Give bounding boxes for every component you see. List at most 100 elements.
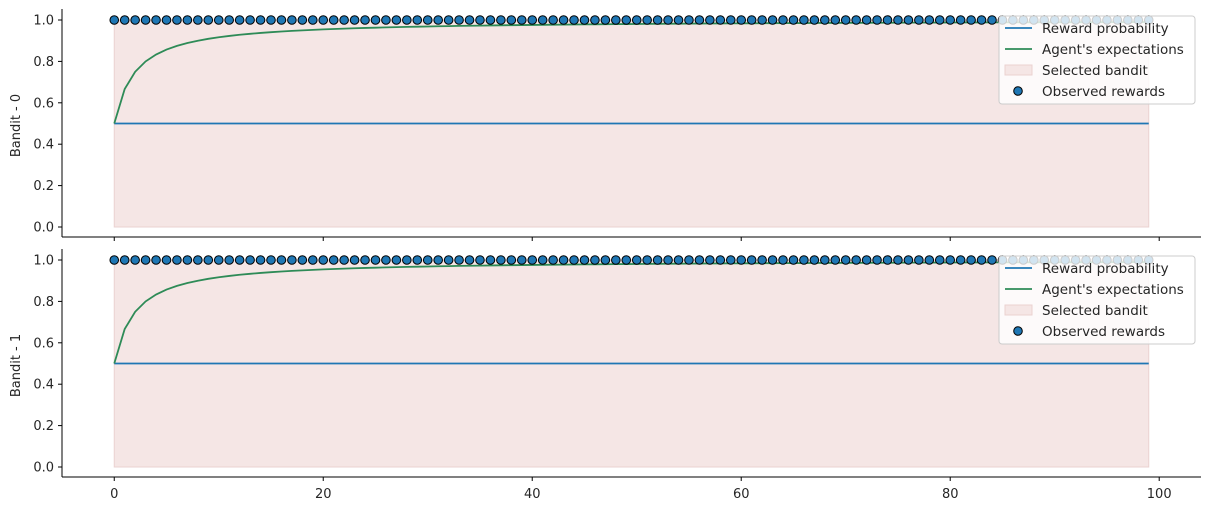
observed-reward-point	[485, 15, 496, 25]
observed-reward-point	[360, 15, 370, 25]
y-tick-label: 0.0	[33, 221, 54, 236]
subplot-1: 0.0 0.2 0.4 0.6 0.8 1.0 0 20 40 60 80 100 Bandit - 1…	[9, 249, 1201, 502]
observed-reward-point	[694, 15, 705, 25]
legend-label: Selected bandit	[1042, 63, 1148, 79]
observed-reward-point	[537, 15, 548, 25]
observed-reward-point	[882, 255, 893, 265]
legend-swatch-selected-bandit	[1004, 304, 1033, 316]
observed-reward-point	[945, 15, 956, 25]
y-tick-label: 0.8	[33, 295, 54, 310]
observed-reward-point	[224, 15, 234, 25]
observed-reward-point	[715, 255, 726, 265]
observed-reward-point	[736, 255, 747, 265]
observed-reward-point	[381, 255, 391, 265]
observed-reward-point	[611, 255, 621, 265]
legend-swatch-observed-rewards	[1013, 326, 1023, 336]
observed-reward-point	[966, 255, 976, 265]
observed-reward-point	[402, 15, 412, 25]
legend-box	[998, 15, 1196, 105]
observed-reward-point	[914, 255, 924, 265]
legend: Reward probability Agent's expectations Se…	[998, 255, 1196, 345]
observed-reward-point	[297, 255, 308, 265]
observed-reward-point	[778, 255, 788, 265]
y-tick-label: 0.2	[33, 179, 54, 194]
observed-reward-point	[370, 255, 381, 265]
y-tick-label: 0.2	[33, 419, 54, 434]
observed-reward-point	[694, 255, 705, 265]
observed-reward-point	[673, 15, 684, 25]
observed-reward-point	[318, 255, 329, 265]
legend-label: Agent's expectations	[1042, 42, 1184, 58]
observed-reward-point	[193, 255, 203, 265]
observed-reward-point	[475, 255, 485, 265]
observed-reward-point	[276, 15, 287, 25]
observed-reward-point	[652, 255, 663, 265]
observed-reward-point	[642, 255, 652, 265]
observed-reward-point	[287, 255, 297, 265]
subplot-0: 0.0 0.2 0.4 0.6 0.8 1.0 Bandit - 0 Reward proba…	[9, 9, 1201, 241]
observed-reward-point	[381, 15, 391, 25]
observed-reward-point	[934, 15, 945, 25]
observed-reward-point	[161, 15, 172, 25]
observed-reward-point	[569, 255, 579, 265]
observed-reward-point	[882, 15, 893, 25]
observed-reward-point	[422, 255, 433, 265]
observed-reward-point	[464, 255, 475, 265]
observed-reward-point	[663, 255, 673, 265]
observed-reward-point	[966, 15, 976, 25]
observed-reward-point	[255, 15, 266, 25]
observed-reward-point	[621, 15, 632, 25]
observed-reward-point	[496, 15, 506, 25]
observed-reward-point	[955, 255, 966, 265]
observed-reward-point	[464, 15, 475, 25]
observed-reward-point	[757, 15, 767, 25]
observed-reward-point	[600, 255, 611, 265]
observed-reward-point	[840, 255, 851, 265]
legend-label: Observed rewards	[1042, 84, 1165, 100]
observed-reward-point	[987, 255, 997, 265]
observed-reward-point	[976, 255, 987, 265]
observed-reward-point	[475, 15, 485, 25]
legend-swatch-selected-bandit	[1004, 64, 1033, 76]
observed-reward-point	[151, 255, 161, 265]
observed-reward-point	[266, 15, 276, 25]
observed-reward-point	[893, 255, 903, 265]
observed-reward-point	[496, 255, 506, 265]
observed-reward-point	[558, 15, 569, 25]
observed-reward-point	[830, 15, 841, 25]
observed-reward-point	[736, 15, 747, 25]
observed-reward-point	[537, 255, 548, 265]
observed-reward-point	[193, 15, 203, 25]
observed-reward-point	[422, 15, 433, 25]
observed-reward-point	[328, 15, 339, 25]
observed-reward-point	[506, 255, 517, 265]
observed-reward-point	[119, 15, 130, 25]
observed-reward-point	[349, 255, 360, 265]
observed-reward-point	[130, 15, 140, 25]
observed-reward-point	[109, 15, 120, 25]
x-tick-label: 20	[315, 487, 332, 502]
x-tick-label: 40	[524, 487, 541, 502]
y-tick-label: 1.0	[33, 14, 54, 29]
observed-reward-point	[402, 255, 412, 265]
observed-reward-point	[611, 15, 621, 25]
observed-reward-point	[987, 15, 997, 25]
observed-reward-point	[799, 15, 809, 25]
observed-reward-point	[307, 255, 318, 265]
observed-reward-point	[255, 255, 266, 265]
observed-reward-point	[172, 255, 182, 265]
observed-reward-point	[548, 255, 558, 265]
observed-reward-point	[673, 255, 684, 265]
observed-reward-point	[778, 15, 788, 25]
observed-reward-point	[339, 255, 349, 265]
observed-reward-point	[412, 255, 423, 265]
observed-reward-point	[746, 255, 757, 265]
y-tick-label: 0.4	[33, 378, 54, 393]
observed-reward-point	[516, 15, 527, 25]
observed-reward-point	[172, 15, 182, 25]
y-axis-label: Bandit - 0	[9, 94, 24, 157]
agent-expectations-line	[113, 21, 1149, 124]
x-tick-label: 100	[1147, 487, 1172, 502]
y-tick-label: 0.6	[33, 96, 54, 111]
observed-reward-point	[203, 255, 214, 265]
